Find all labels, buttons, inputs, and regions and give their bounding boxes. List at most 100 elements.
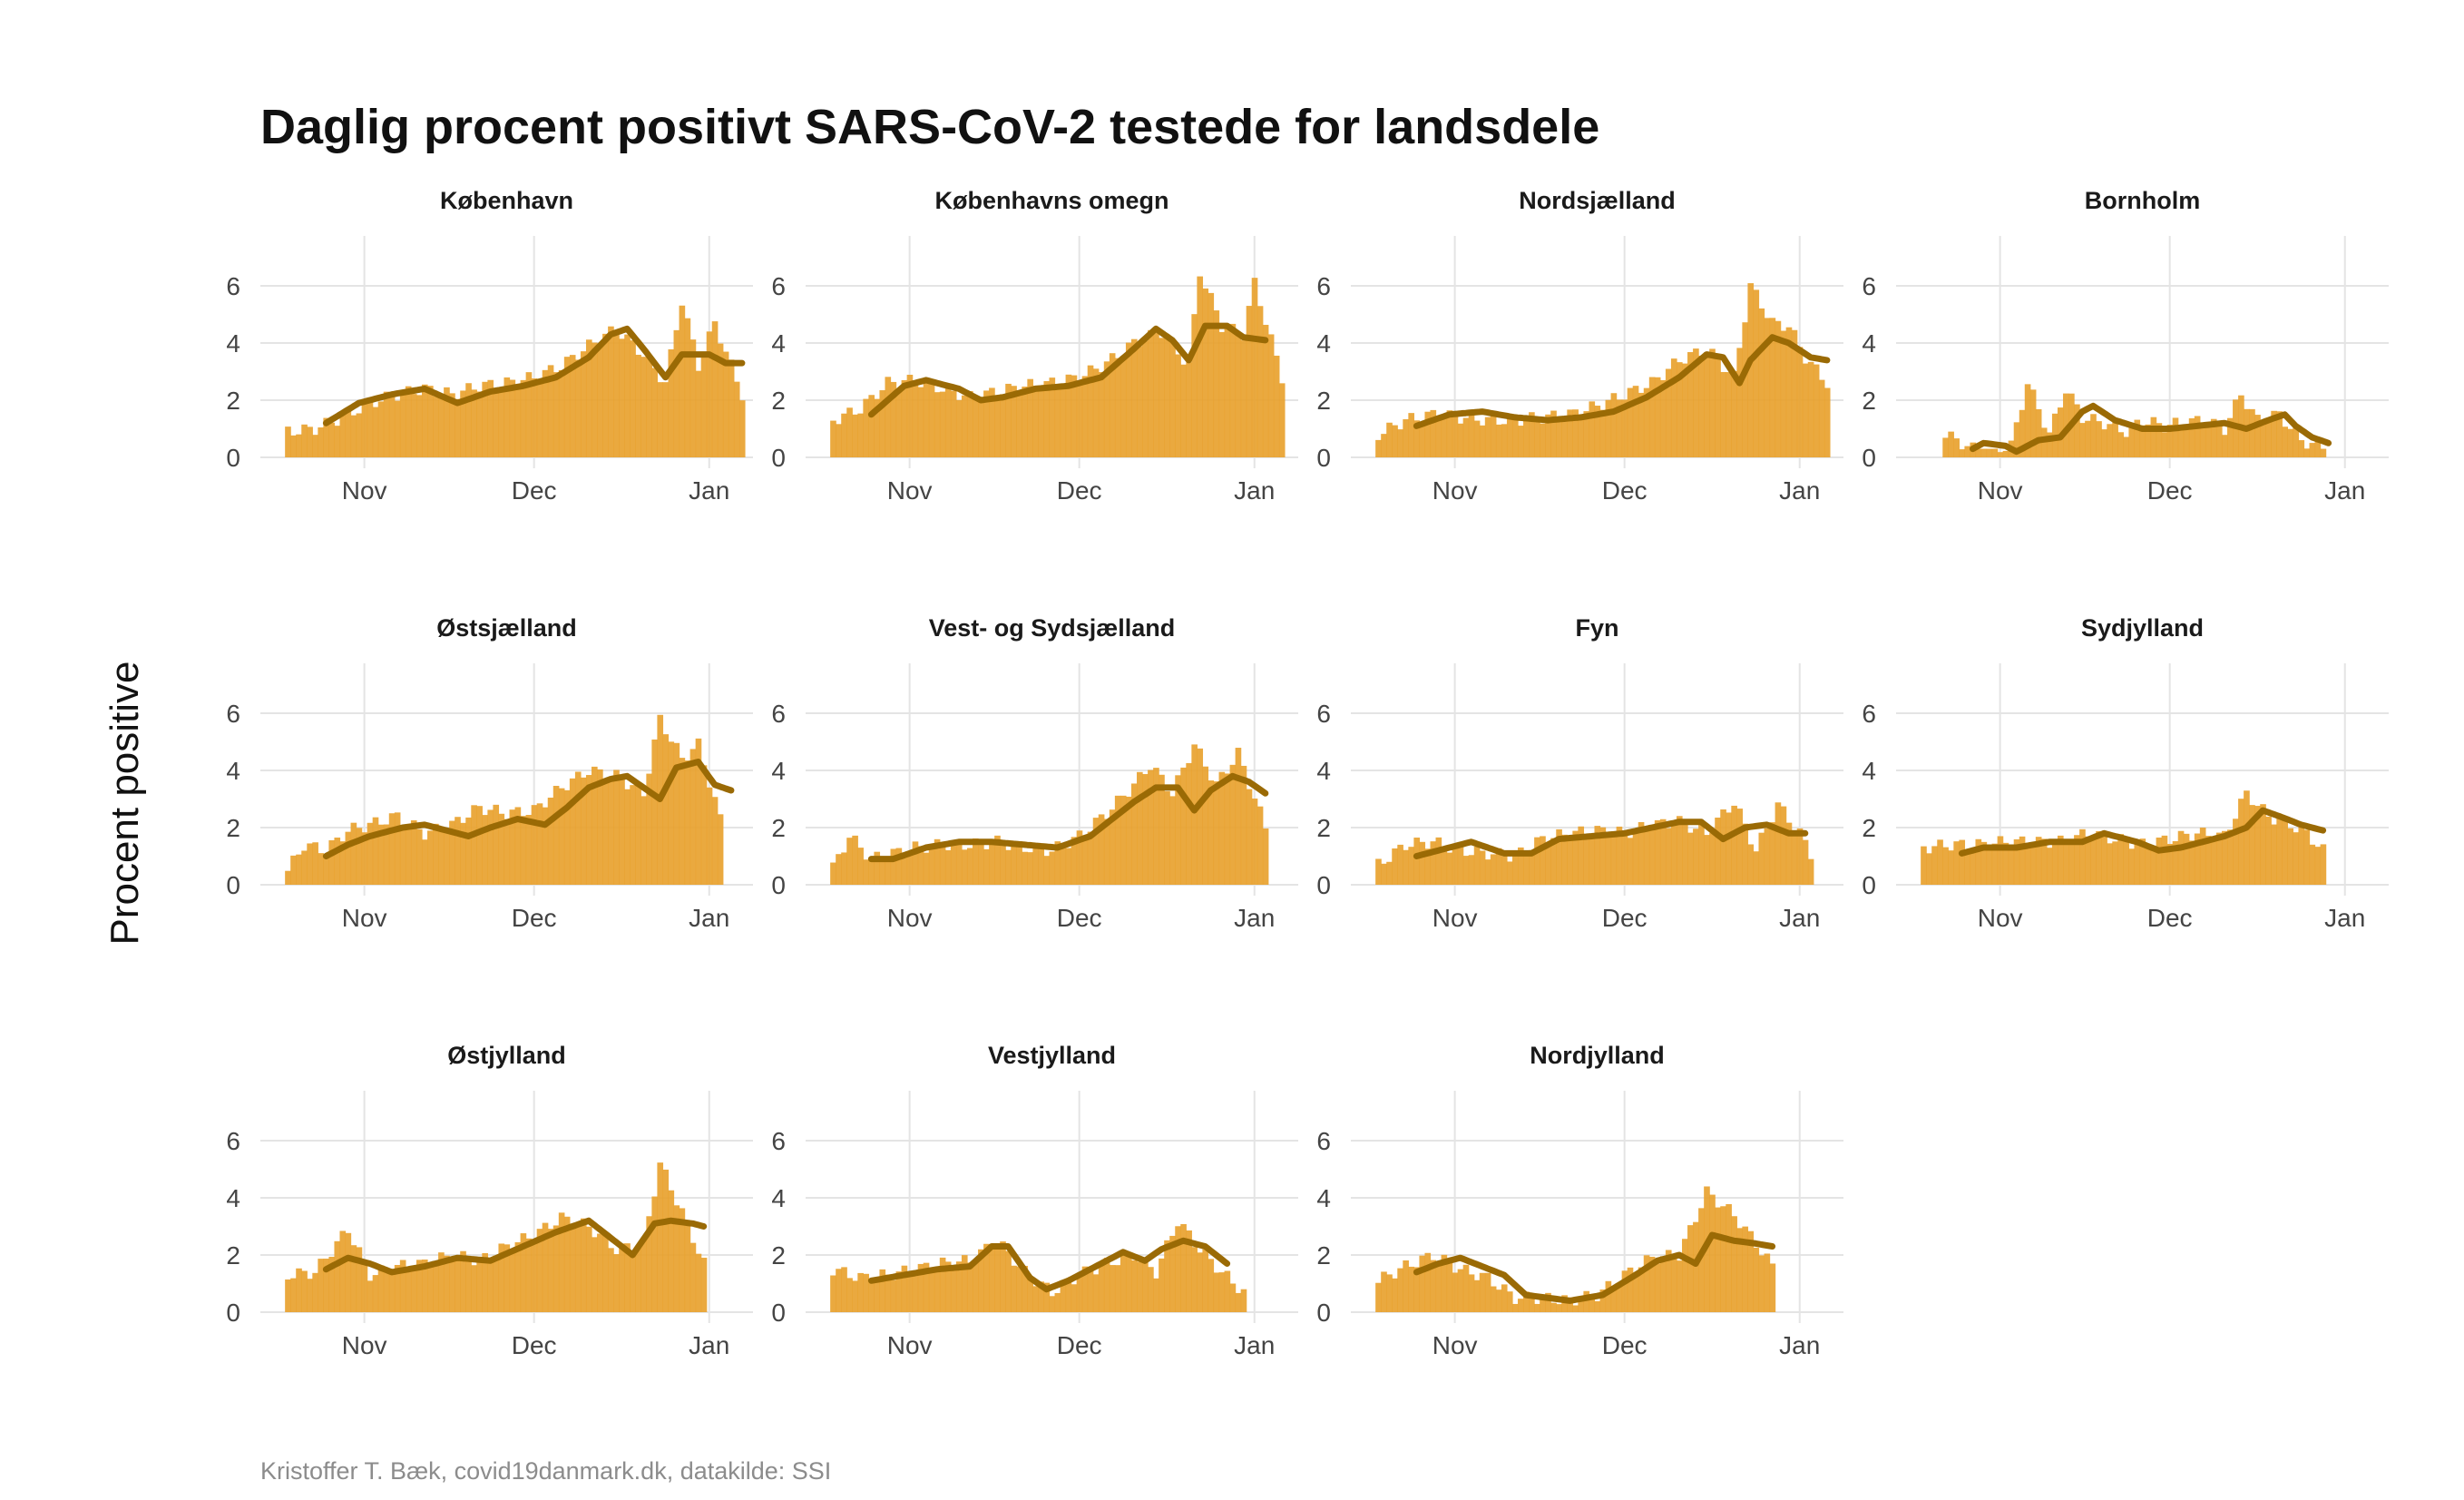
bar	[2068, 844, 2075, 885]
bar	[1076, 383, 1083, 457]
bar	[1202, 1249, 1209, 1312]
bar	[1753, 851, 1760, 885]
bar	[372, 817, 379, 885]
y-tick-label: 2	[1316, 1241, 1331, 1270]
bar	[2063, 839, 2069, 885]
bar	[2314, 440, 2322, 457]
bar	[476, 806, 483, 885]
bar	[318, 1259, 324, 1312]
bar	[307, 426, 313, 457]
panel-title: Nordsjælland	[1519, 187, 1676, 214]
y-tick-label: 0	[226, 444, 240, 472]
bar	[1970, 848, 1977, 885]
bar	[1169, 796, 1176, 885]
y-tick-label: 0	[1316, 871, 1331, 899]
bar	[1484, 1272, 1491, 1312]
chart-title: Daglig procent positivt SARS-CoV-2 teste…	[260, 100, 1599, 154]
bar	[1435, 419, 1442, 457]
bar	[955, 1261, 963, 1312]
bar	[1545, 1292, 1551, 1312]
bar	[1137, 346, 1143, 457]
bar	[1000, 844, 1006, 885]
bar	[961, 395, 968, 457]
y-tick-label: 4	[771, 1184, 786, 1212]
trend-line	[322, 1217, 708, 1276]
bar	[1921, 846, 1927, 885]
bar	[624, 789, 631, 885]
x-tick-label: Dec	[2147, 476, 2193, 505]
bar	[1648, 377, 1656, 457]
bar	[2249, 805, 2255, 885]
bar	[377, 1265, 385, 1312]
bar	[1648, 1256, 1656, 1312]
bar	[608, 1248, 614, 1312]
bar	[1687, 352, 1694, 457]
bar	[1256, 306, 1264, 457]
bar	[1693, 828, 1699, 885]
x-tick-label: Jan	[2324, 476, 2365, 505]
bar	[608, 326, 614, 457]
bar	[552, 1225, 560, 1312]
bar	[955, 399, 963, 457]
bar	[1054, 386, 1061, 457]
bar	[1632, 828, 1639, 885]
x-tick-label: Jan	[1234, 476, 1275, 505]
bar	[1011, 1265, 1017, 1312]
bar	[1092, 818, 1100, 885]
bar	[2057, 835, 2064, 885]
bar	[493, 804, 500, 885]
y-tick-label: 2	[771, 387, 786, 415]
bar	[1682, 1239, 1688, 1312]
bar	[1125, 796, 1132, 885]
bar	[1032, 385, 1040, 457]
bar	[1572, 1305, 1579, 1312]
bar	[1959, 449, 1966, 457]
panel-11: Nordjylland 0 2 4 6 Nov Dec Jan	[1316, 1042, 1843, 1359]
bar	[1610, 1286, 1618, 1312]
bar	[399, 825, 406, 885]
bar	[1011, 842, 1017, 885]
bar	[923, 852, 930, 885]
bar	[624, 334, 631, 457]
bar	[410, 1270, 417, 1312]
bar	[689, 1242, 697, 1312]
bar	[1153, 1278, 1159, 1312]
bar	[1403, 419, 1409, 457]
bar	[372, 1275, 379, 1312]
bar	[608, 777, 614, 885]
bar	[296, 854, 302, 885]
y-tick-label: 4	[1862, 757, 1876, 785]
panel-6: Vest- og Sydsjælland 0 2 4 6 Nov Dec Jan	[771, 614, 1298, 932]
bar	[482, 1252, 488, 1312]
bar	[1186, 1230, 1192, 1312]
bar	[1016, 1266, 1022, 1312]
bar	[569, 1227, 576, 1312]
bar	[542, 369, 549, 457]
bar	[574, 359, 582, 457]
bar	[863, 1273, 869, 1312]
bar	[1753, 289, 1760, 457]
y-tick-label: 6	[1316, 1127, 1331, 1155]
bar	[1213, 781, 1220, 885]
bar	[901, 1265, 908, 1312]
bar	[433, 1262, 439, 1312]
bar	[1032, 843, 1040, 885]
bar	[334, 426, 341, 457]
bar	[1011, 386, 1017, 457]
bar	[1164, 338, 1170, 457]
bar	[367, 1280, 374, 1312]
bar	[1125, 342, 1132, 457]
bar	[2002, 842, 2009, 885]
bar	[350, 1245, 357, 1312]
bar	[1092, 368, 1100, 457]
bar	[2101, 429, 2107, 457]
bar	[1523, 419, 1530, 457]
bar	[1997, 452, 2004, 457]
y-tick-label: 0	[226, 871, 240, 899]
bar	[1720, 809, 1726, 885]
bar	[1479, 1272, 1486, 1312]
bar	[950, 840, 957, 885]
bar	[438, 395, 445, 457]
bar	[1191, 314, 1198, 457]
